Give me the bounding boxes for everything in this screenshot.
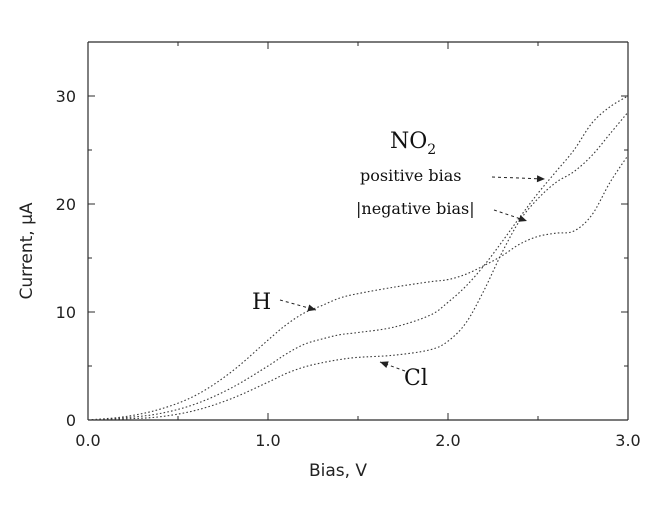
- x-tick-label: 1.0: [255, 431, 280, 450]
- no2-label: NO2: [390, 129, 436, 158]
- y-tick-label: 10: [56, 303, 76, 322]
- x-tick-label: 3.0: [615, 431, 640, 450]
- cl-arrow-line: [379, 361, 406, 372]
- positive-bias-label: positive bias: [360, 166, 461, 185]
- y-tick-label: 20: [56, 195, 76, 214]
- annotation-arrows: [279, 175, 546, 372]
- series-line-cl: [87, 111, 629, 421]
- negative-bias-arrow-head: [518, 215, 527, 222]
- y-axis-label: Current, μA: [17, 202, 37, 299]
- annotations: NO2 positive bias |negative bias| H Cl: [252, 129, 546, 391]
- series-lines: [87, 95, 629, 421]
- positive-bias-arrow-line: [491, 176, 546, 180]
- h-arrow-head: [307, 304, 316, 312]
- x-axis-label: Bias, V: [309, 461, 367, 481]
- no2-label-subscript: 2: [427, 142, 436, 158]
- series-line-no2: [87, 95, 629, 421]
- positive-bias-arrow-head: [536, 175, 545, 183]
- y-tick-label: 30: [56, 87, 76, 106]
- cl-arrow-head: [380, 361, 389, 369]
- axes: [87, 41, 629, 421]
- x-tick-label: 0.0: [75, 431, 100, 450]
- series-line-h: [87, 155, 629, 421]
- ticks: 0.0 1.0 2.0 3.0 0 10 20 30: [56, 42, 641, 450]
- y-tick-label: 0: [66, 411, 76, 430]
- cl-series-label: Cl: [404, 366, 428, 391]
- no2-label-main: NO: [390, 129, 427, 154]
- h-series-label: H: [252, 290, 271, 315]
- x-tick-label: 2.0: [435, 431, 460, 450]
- negative-bias-label: |negative bias|: [356, 199, 475, 218]
